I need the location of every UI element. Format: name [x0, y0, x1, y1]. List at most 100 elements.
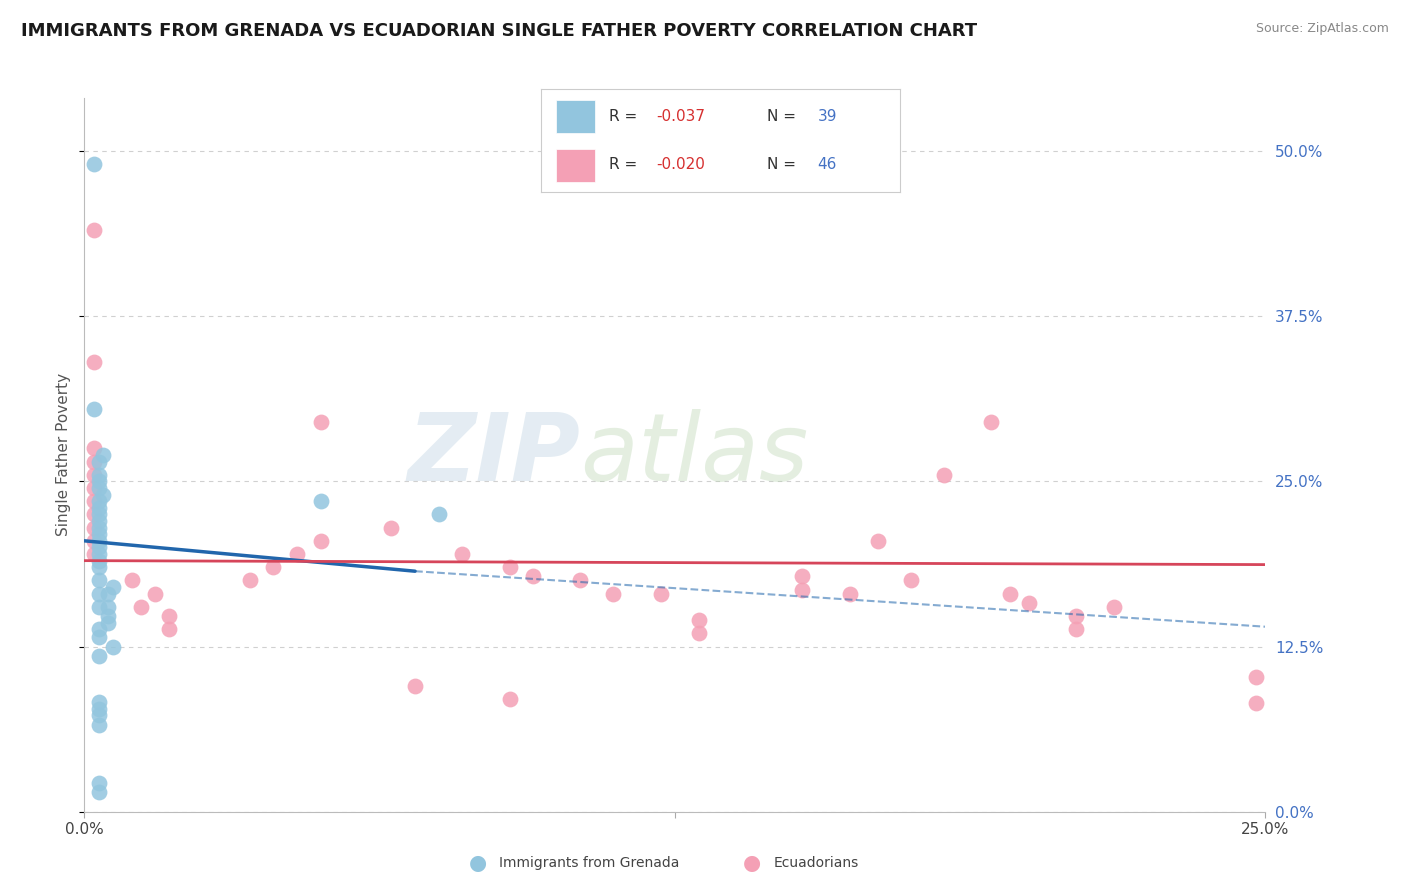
- Point: [1066, 623, 1088, 637]
- Text: N =: N =: [768, 110, 796, 124]
- Point: [87, 494, 110, 508]
- Point: [87, 541, 110, 555]
- Point: [262, 560, 284, 574]
- Point: [1244, 697, 1267, 711]
- Point: [87, 520, 110, 534]
- Point: [498, 560, 520, 574]
- Point: [87, 623, 110, 637]
- Point: [239, 574, 262, 588]
- Text: N =: N =: [768, 157, 796, 171]
- Point: [101, 580, 124, 594]
- Point: [87, 574, 110, 588]
- Bar: [555, 149, 595, 181]
- Text: R =: R =: [609, 110, 638, 124]
- Text: Ecuadorians: Ecuadorians: [773, 855, 859, 870]
- Text: ZIP: ZIP: [408, 409, 581, 501]
- Point: [97, 609, 120, 624]
- Text: ●: ●: [744, 853, 761, 872]
- Point: [83, 481, 105, 495]
- Point: [309, 533, 332, 548]
- Point: [688, 613, 710, 627]
- Point: [87, 547, 110, 561]
- Point: [569, 574, 592, 588]
- Point: [87, 695, 110, 709]
- Point: [101, 640, 124, 654]
- Point: [97, 587, 120, 601]
- Point: [83, 442, 105, 456]
- Point: [83, 533, 105, 548]
- Point: [1244, 670, 1267, 684]
- Point: [87, 554, 110, 568]
- Text: -0.020: -0.020: [657, 157, 704, 171]
- Point: [792, 569, 814, 583]
- Point: [83, 401, 105, 416]
- Text: Immigrants from Grenada: Immigrants from Grenada: [499, 855, 679, 870]
- Point: [87, 775, 110, 789]
- Point: [83, 508, 105, 522]
- Point: [87, 599, 110, 614]
- Point: [688, 626, 710, 640]
- Point: [87, 467, 110, 482]
- Point: [1102, 599, 1125, 614]
- Point: [87, 500, 110, 515]
- Point: [121, 574, 143, 588]
- Point: [522, 569, 544, 583]
- Point: [157, 609, 180, 624]
- Point: [87, 708, 110, 723]
- Point: [309, 494, 332, 508]
- Point: [97, 599, 120, 614]
- Point: [1066, 609, 1088, 624]
- Point: [143, 587, 166, 601]
- Point: [129, 599, 152, 614]
- Point: [934, 467, 956, 482]
- Point: [427, 508, 450, 522]
- Point: [87, 454, 110, 468]
- Point: [451, 547, 474, 561]
- Point: [602, 587, 624, 601]
- Y-axis label: Single Father Poverty: Single Father Poverty: [56, 374, 72, 536]
- Point: [87, 560, 110, 574]
- Point: [83, 454, 105, 468]
- Point: [838, 587, 860, 601]
- Point: [83, 157, 105, 171]
- Point: [309, 415, 332, 429]
- Text: IMMIGRANTS FROM GRENADA VS ECUADORIAN SINGLE FATHER POVERTY CORRELATION CHART: IMMIGRANTS FROM GRENADA VS ECUADORIAN SI…: [21, 22, 977, 40]
- Point: [83, 494, 105, 508]
- Point: [1018, 596, 1040, 610]
- Point: [980, 415, 1002, 429]
- Point: [87, 533, 110, 548]
- Point: [87, 527, 110, 541]
- Point: [285, 547, 308, 561]
- Point: [157, 623, 180, 637]
- Point: [792, 582, 814, 597]
- Point: [91, 487, 114, 501]
- Point: [380, 520, 402, 534]
- Point: [900, 574, 922, 588]
- Point: [498, 692, 520, 706]
- Point: [83, 547, 105, 561]
- Point: [1000, 587, 1022, 601]
- Point: [97, 615, 120, 630]
- Point: [87, 514, 110, 528]
- Text: -0.037: -0.037: [657, 110, 704, 124]
- Point: [404, 679, 426, 693]
- Text: 39: 39: [817, 110, 837, 124]
- Point: [87, 475, 110, 489]
- Point: [866, 533, 889, 548]
- Bar: [555, 101, 595, 133]
- Text: R =: R =: [609, 157, 638, 171]
- Point: [87, 481, 110, 495]
- Point: [83, 520, 105, 534]
- Point: [87, 717, 110, 731]
- Point: [87, 785, 110, 799]
- Text: Source: ZipAtlas.com: Source: ZipAtlas.com: [1256, 22, 1389, 36]
- Point: [87, 630, 110, 644]
- Point: [83, 223, 105, 237]
- Point: [87, 508, 110, 522]
- Text: atlas: atlas: [581, 409, 808, 500]
- Text: ●: ●: [470, 853, 486, 872]
- Text: 46: 46: [817, 157, 837, 171]
- Point: [83, 467, 105, 482]
- Point: [650, 587, 672, 601]
- Point: [87, 701, 110, 715]
